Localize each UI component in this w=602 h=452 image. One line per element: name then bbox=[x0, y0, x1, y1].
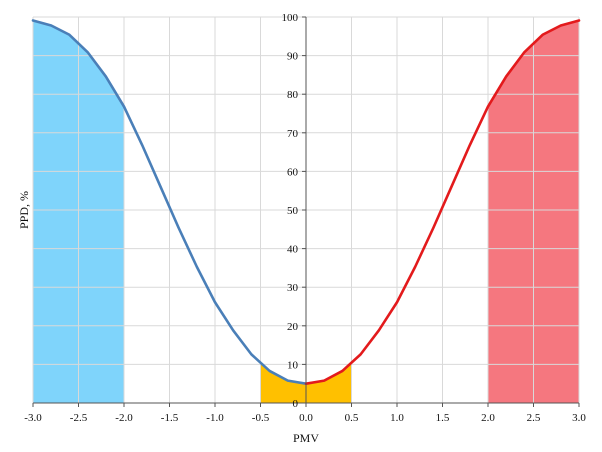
y-tick-label-8: 80 bbox=[287, 89, 299, 101]
x-tick-label-10: 2.0 bbox=[481, 412, 495, 424]
y-tick-label-2: 20 bbox=[287, 321, 299, 333]
x-tick-label-9: 1.5 bbox=[436, 412, 450, 424]
y-tick-label-6: 60 bbox=[287, 166, 299, 178]
x-tick-labels: -3.0 -2.5 -2.0 -1.5 -1.0 -0.5 0.0 0.5 1.0 1.5 2.0 2… bbox=[24, 412, 586, 424]
x-tick-label-12: 3.0 bbox=[572, 412, 586, 424]
x-tick-label-6: 0.0 bbox=[299, 412, 313, 424]
x-tick-label-1: -2.5 bbox=[70, 412, 88, 424]
x-tick-label-5: -0.5 bbox=[252, 412, 270, 424]
shaded-band-1 bbox=[260, 362, 352, 403]
x-tick-label-2: -2.0 bbox=[115, 412, 133, 424]
x-axis-title: PMV bbox=[293, 431, 319, 445]
x-tick-label-4: -1.0 bbox=[206, 412, 224, 424]
y-tick-label-10: 100 bbox=[282, 12, 299, 24]
y-axis-title: PPD, % bbox=[17, 191, 31, 229]
x-tick-label-8: 1.0 bbox=[390, 412, 404, 424]
y-tick-label-1: 10 bbox=[287, 359, 299, 371]
x-tick-label-0: -3.0 bbox=[24, 412, 42, 424]
curves bbox=[31, 19, 581, 385]
series-line-0 bbox=[31, 19, 308, 385]
axes bbox=[32, 16, 580, 407]
x-tick-label-7: 0.5 bbox=[345, 412, 359, 424]
x-tick-label-3: -1.5 bbox=[161, 412, 179, 424]
y-tick-label-5: 50 bbox=[287, 205, 299, 217]
y-tick-label-7: 70 bbox=[287, 128, 299, 140]
y-tick-label-4: 40 bbox=[287, 244, 299, 256]
y-tick-label-3: 30 bbox=[287, 282, 299, 294]
series-line-1 bbox=[304, 19, 581, 385]
y-tick-labels: 0 10 20 30 40 50 60 70 80 90 100 bbox=[282, 12, 299, 410]
y-tick-label-9: 90 bbox=[287, 51, 299, 63]
y-tick-label-0: 0 bbox=[293, 398, 299, 410]
x-tick-label-11: 2.5 bbox=[527, 412, 541, 424]
